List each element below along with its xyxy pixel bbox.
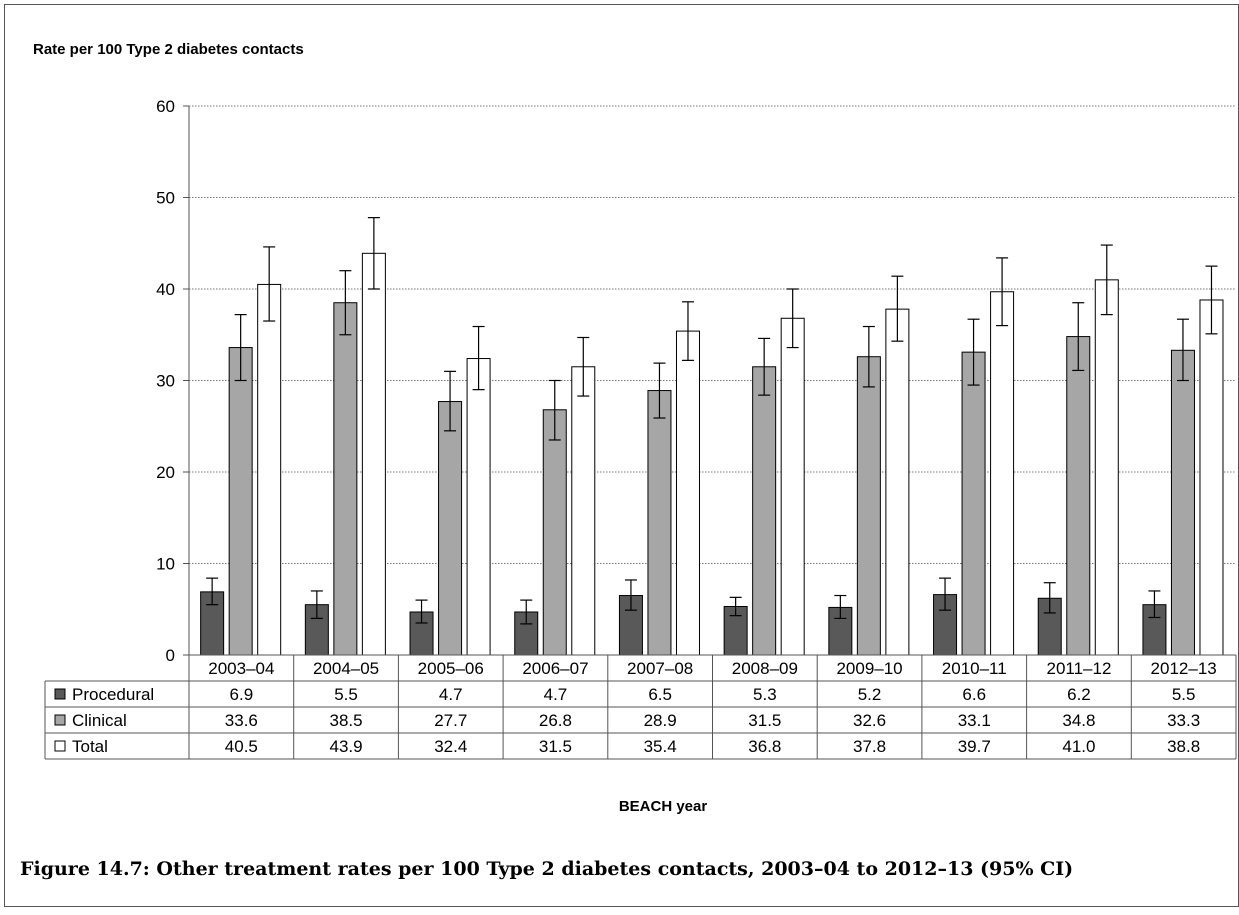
y-tick-label: 30: [156, 372, 175, 391]
figure-caption: Figure 14.7: Other treatment rates per 1…: [20, 858, 1074, 880]
table-cell-value: 31.5: [748, 711, 781, 730]
table-cell-value: 4.7: [439, 685, 463, 704]
table-cell-value: 32.6: [853, 711, 886, 730]
error-bars: [206, 217, 1218, 625]
x-tick-label: 2003–04: [208, 659, 274, 678]
bar-total: [257, 283, 282, 656]
y-tick-label: 20: [156, 463, 175, 482]
bar-total: [780, 317, 805, 656]
bar-clinical: [1066, 336, 1091, 656]
x-tick-label: 2011–12: [1046, 659, 1111, 678]
x-tick-label: 2010–11: [942, 659, 1007, 678]
table-cell-value: 32.4: [434, 737, 467, 756]
table-cell-value: 40.5: [225, 737, 258, 756]
table-cell-value: 34.8: [1062, 711, 1095, 730]
bar-total: [361, 252, 386, 656]
x-tick-label: 2007–08: [627, 659, 693, 678]
bar-total: [571, 366, 596, 656]
bar-total: [1199, 299, 1224, 656]
table-cell-value: 35.4: [644, 737, 677, 756]
table-cell-value: 39.7: [958, 737, 991, 756]
table-cell-value: 38.5: [330, 711, 363, 730]
table-cell-value: 43.9: [330, 737, 363, 756]
legend-label-total: Total: [72, 737, 108, 756]
table-cell-value: 5.5: [1172, 685, 1196, 704]
x-tick-label: 2004–05: [313, 659, 379, 678]
legend-swatch-total: [54, 740, 66, 752]
legend-label-clinical: Clinical: [72, 711, 127, 730]
bar-clinical: [856, 356, 881, 656]
y-tick-label: 40: [156, 280, 175, 299]
x-tick-label: 2006–07: [522, 659, 588, 678]
x-tick-label: 2005–06: [418, 659, 484, 678]
y-tick-label: 60: [156, 97, 175, 116]
table-cell-value: 4.7: [544, 685, 568, 704]
bar-clinical: [1170, 349, 1195, 656]
table-cell-value: 33.6: [225, 711, 258, 730]
y-axis-label: Rate per 100 Type 2 diabetes contacts: [33, 41, 304, 58]
bar-clinical: [542, 409, 567, 656]
bar-total: [466, 358, 491, 656]
table-cell-value: 36.8: [748, 737, 781, 756]
bar-chart: Rate per 100 Type 2 diabetes contacts 0 1…: [33, 41, 1237, 815]
y-tick-label: 50: [156, 189, 175, 208]
table-cell-value: 33.1: [958, 711, 991, 730]
x-tick-label: 2009–10: [836, 659, 902, 678]
table-cell-value: 5.5: [334, 685, 358, 704]
data-table: 2003–04 2004–05 2005–06 2006–07 2007–08 2008–…: [44, 654, 1237, 760]
table-cell-value: 33.3: [1167, 711, 1200, 730]
table-cell-value: 38.8: [1167, 737, 1200, 756]
y-tick-label: 10: [156, 555, 175, 574]
table-cell-value: 5.3: [753, 685, 777, 704]
table-cell-value: 6.9: [230, 685, 254, 704]
bar-clinical: [228, 347, 253, 656]
bar-total: [675, 330, 700, 656]
table-cell-value: 37.8: [853, 737, 886, 756]
table-cell-value: 41.0: [1062, 737, 1095, 756]
bar-clinical: [647, 390, 672, 656]
x-tick-label: 2012–13: [1151, 659, 1217, 678]
bar-clinical: [961, 351, 986, 656]
table-cell-value: 26.8: [539, 711, 572, 730]
x-axis-label: BEACH year: [619, 798, 708, 815]
legend-label-procedural: Procedural: [72, 685, 154, 704]
table-cell-value: 6.2: [1067, 685, 1091, 704]
bar-clinical: [333, 302, 358, 656]
x-tick-label: 2008–09: [732, 659, 798, 678]
bar-clinical: [438, 401, 463, 656]
table-cell-value: 5.2: [858, 685, 882, 704]
bars: [200, 252, 1224, 656]
table-cell-value: 27.7: [434, 711, 467, 730]
bar-total: [1094, 279, 1119, 656]
table-cell-value: 6.5: [648, 685, 672, 704]
table-cell-value: 31.5: [539, 737, 572, 756]
legend-swatch-clinical: [54, 714, 66, 726]
y-axis-ticks: 0 10 20 30 40 50 60: [156, 97, 190, 665]
y-tick-label: 0: [166, 646, 175, 665]
bar-total: [990, 291, 1015, 656]
figure-frame: [4, 4, 1239, 907]
legend-swatch-procedural: [54, 688, 66, 700]
bar-clinical: [752, 366, 777, 656]
table-cell-value: 6.6: [962, 685, 986, 704]
bar-total: [885, 308, 910, 656]
table-cell-value: 28.9: [644, 711, 677, 730]
